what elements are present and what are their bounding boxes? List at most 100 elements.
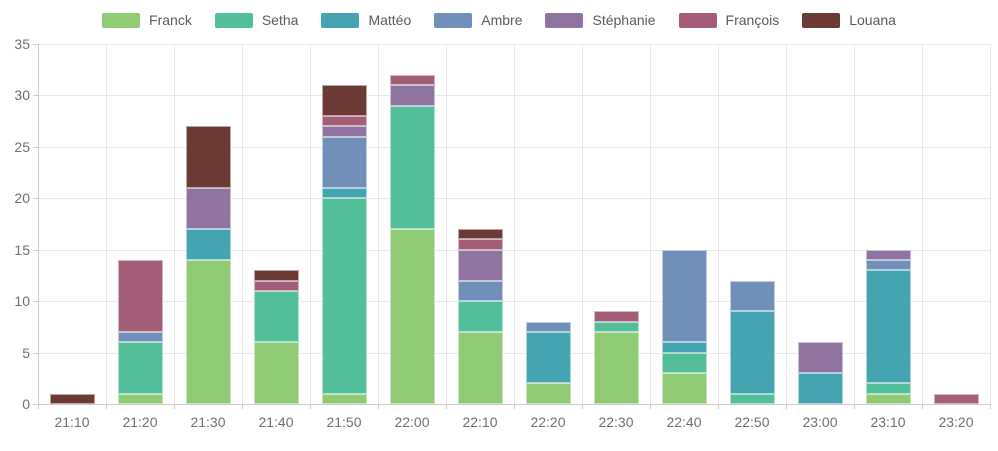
x-axis-tick xyxy=(174,404,175,409)
y-axis-tick xyxy=(33,95,38,97)
bar-segment-franck-22-20[interactable] xyxy=(525,383,571,404)
bar-segment-matteo-21-50[interactable] xyxy=(321,188,367,199)
x-axis-tick xyxy=(514,404,515,409)
legend-item-francois[interactable]: François xyxy=(678,10,779,30)
bar-segment-francois-21-50[interactable] xyxy=(321,116,367,127)
x-axis-label: 23:00 xyxy=(802,414,838,430)
bar-segment-louana-21-30[interactable] xyxy=(185,126,231,188)
bar-segment-francois-21-20[interactable] xyxy=(117,260,163,332)
gridline-vertical xyxy=(514,44,515,404)
bar-segment-francois-22-30[interactable] xyxy=(593,311,639,322)
bar-segment-ambre-23-10[interactable] xyxy=(865,260,911,271)
bar-segment-matteo-23-00[interactable] xyxy=(797,373,843,404)
y-axis-tick xyxy=(33,44,38,45)
legend-item-setha[interactable]: Setha xyxy=(214,10,299,30)
bar-segment-francois-21-40[interactable] xyxy=(253,280,299,291)
y-axis-line xyxy=(38,44,39,404)
bar-segment-louana-21-40[interactable] xyxy=(253,270,299,281)
bar-segment-matteo-22-50[interactable] xyxy=(729,311,775,394)
y-axis-label: 30 xyxy=(14,87,30,104)
bar-segment-stephanie-21-30[interactable] xyxy=(185,188,231,230)
bar-segment-matteo-23-10[interactable] xyxy=(865,270,911,384)
bar-segment-francois-22-00[interactable] xyxy=(389,74,435,86)
legend-item-franck[interactable]: Franck xyxy=(102,10,192,30)
gridline-vertical xyxy=(582,44,583,404)
bar-segment-stephanie-23-00[interactable] xyxy=(797,342,843,374)
bar-segment-setha-22-40[interactable] xyxy=(661,352,707,374)
legend-label: Franck xyxy=(149,12,192,28)
bar-segment-franck-21-30[interactable] xyxy=(185,260,231,404)
legend-label: Mattéo xyxy=(368,12,412,28)
bar-segment-stephanie-23-10[interactable] xyxy=(865,249,911,260)
bar-segment-louana-21-10[interactable] xyxy=(49,393,95,404)
bar-segment-matteo-21-30[interactable] xyxy=(185,229,231,260)
bar-segment-setha-22-00[interactable] xyxy=(389,105,435,230)
x-axis-tick xyxy=(650,404,651,409)
gridline-vertical xyxy=(446,44,447,404)
bar-segment-setha-21-20[interactable] xyxy=(117,342,163,394)
legend-item-ambre[interactable]: Ambre xyxy=(434,10,522,30)
y-axis-label: 35 xyxy=(14,36,30,52)
bar-segment-franck-21-50[interactable] xyxy=(321,393,367,404)
bar-segment-franck-22-00[interactable] xyxy=(389,229,435,404)
gridline-vertical xyxy=(650,44,651,404)
x-axis-label: 22:20 xyxy=(530,414,566,430)
x-axis-tick xyxy=(718,404,719,409)
bar-segment-louana-22-10[interactable] xyxy=(457,229,503,240)
bar-segment-ambre-21-20[interactable] xyxy=(117,332,163,343)
x-axis-tick xyxy=(310,404,311,409)
bar-segment-setha-23-10[interactable] xyxy=(865,383,911,394)
y-axis-label: 20 xyxy=(14,190,30,207)
bar-segment-franck-22-40[interactable] xyxy=(661,373,707,404)
y-axis-label: 10 xyxy=(14,293,30,310)
bar-segment-francois-23-20[interactable] xyxy=(933,393,979,404)
x-axis-tick xyxy=(38,404,39,409)
x-axis-label: 23:10 xyxy=(870,414,906,430)
bar-segment-setha-22-10[interactable] xyxy=(457,301,503,332)
x-axis-tick xyxy=(854,404,855,409)
gridline-vertical xyxy=(922,44,923,404)
x-axis-tick xyxy=(242,404,243,409)
bar-segment-stephanie-22-10[interactable] xyxy=(457,249,503,281)
bar-segment-ambre-21-50[interactable] xyxy=(321,136,367,188)
bar-segment-setha-21-50[interactable] xyxy=(321,198,367,394)
bar-segment-franck-22-10[interactable] xyxy=(457,332,503,404)
bar-segment-stephanie-22-00[interactable] xyxy=(389,85,435,106)
legend-swatch-ambre xyxy=(434,12,473,28)
bar-segment-matteo-22-40[interactable] xyxy=(661,342,707,353)
bar-segment-franck-21-20[interactable] xyxy=(117,393,163,404)
legend-item-louana[interactable]: Louana xyxy=(802,10,896,30)
gridline-vertical xyxy=(174,44,175,404)
bar-segment-ambre-22-20[interactable] xyxy=(525,321,571,332)
bar-segment-ambre-22-10[interactable] xyxy=(457,280,503,302)
bar-segment-setha-22-50[interactable] xyxy=(729,393,775,404)
bar-segment-ambre-22-40[interactable] xyxy=(661,249,707,343)
legend-item-matteo[interactable]: Mattéo xyxy=(321,10,411,30)
bar-segment-francois-22-10[interactable] xyxy=(457,239,503,250)
y-axis-tick xyxy=(33,198,38,200)
legend-swatch-louana xyxy=(802,12,841,28)
legend-swatch-stephanie xyxy=(545,12,584,28)
bar-segment-franck-21-40[interactable] xyxy=(253,342,299,404)
x-axis-tick xyxy=(106,404,107,409)
y-axis-tick xyxy=(33,352,38,354)
bar-segment-setha-22-30[interactable] xyxy=(593,321,639,332)
bar-segment-stephanie-21-50[interactable] xyxy=(321,126,367,137)
bar-segment-franck-22-30[interactable] xyxy=(593,332,639,404)
gridline-vertical xyxy=(378,44,379,404)
bar-segment-matteo-22-20[interactable] xyxy=(525,332,571,384)
y-axis-label: 0 xyxy=(22,396,30,412)
bar-segment-ambre-22-50[interactable] xyxy=(729,280,775,312)
legend-item-stephanie[interactable]: Stéphanie xyxy=(545,10,656,30)
legend-swatch-matteo xyxy=(321,12,360,28)
bar-segment-louana-21-50[interactable] xyxy=(321,85,367,116)
legend-swatch-setha xyxy=(214,12,253,28)
y-axis-tick xyxy=(33,146,38,148)
x-axis-label: 21:30 xyxy=(190,414,226,430)
gridline-vertical xyxy=(990,44,991,404)
gridline-vertical xyxy=(106,44,107,404)
legend-label: Setha xyxy=(261,12,299,28)
bar-segment-setha-21-40[interactable] xyxy=(253,290,299,343)
bar-segment-franck-23-10[interactable] xyxy=(865,393,911,404)
